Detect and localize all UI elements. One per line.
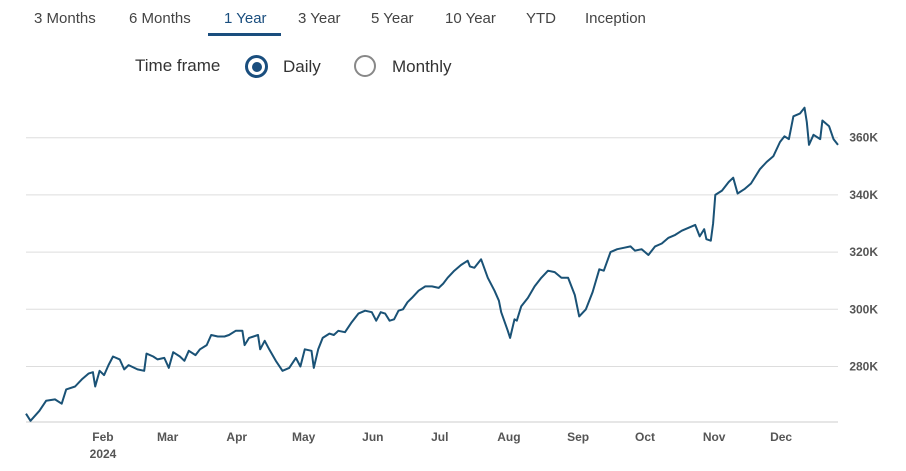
monthly-radio[interactable]: Monthly — [354, 54, 464, 78]
tab-3-year[interactable]: 3 Year — [298, 10, 341, 27]
monthly-radio-label[interactable]: Monthly — [392, 57, 452, 76]
tab-1-year[interactable]: 1 Year — [224, 10, 267, 27]
grid-lines — [26, 137, 838, 423]
tab-3-months[interactable]: 3 Months — [34, 10, 96, 27]
x-axis-year-label: 2024 — [90, 447, 117, 461]
x-axis-ticks: Feb Mar Apr May Jun Jul Aug Sep Oct Nov Dec — [92, 430, 792, 444]
x-tick-label: Dec — [770, 430, 792, 444]
y-tick-label: 300K — [849, 302, 878, 316]
x-tick-label: Sep — [567, 430, 589, 444]
timeframe-label: Time frame — [135, 56, 221, 75]
monthly-radio-circle[interactable] — [354, 55, 376, 77]
range-tabs: 3 Months 6 Months 1 Year 3 Year 5 Year 1… — [0, 0, 906, 38]
y-axis-ticks: 280K 300K 320K 340K 360K — [849, 131, 878, 374]
timeframe-selector: Time frame Daily Monthly — [0, 54, 906, 80]
line-chart: 280K 300K 320K 340K 360K Feb Mar Apr May Jun Jul A… — [25, 106, 878, 461]
daily-radio[interactable]: Daily — [245, 54, 335, 78]
y-tick-label: 340K — [849, 188, 878, 202]
daily-radio-circle[interactable] — [245, 55, 268, 78]
x-tick-label: Nov — [703, 430, 726, 444]
series-line — [25, 106, 839, 422]
x-tick-label: Apr — [226, 430, 247, 444]
x-tick-label: Mar — [157, 430, 179, 444]
y-tick-label: 320K — [849, 245, 878, 259]
active-tab-indicator — [208, 33, 281, 36]
x-tick-label: Jul — [431, 430, 448, 444]
x-tick-label: Feb — [92, 430, 113, 444]
tab-10-year[interactable]: 10 Year — [445, 10, 496, 27]
y-tick-label: 280K — [849, 360, 878, 374]
tab-ytd[interactable]: YTD — [526, 10, 556, 27]
x-tick-label: Jun — [362, 430, 383, 444]
daily-radio-label[interactable]: Daily — [283, 57, 321, 76]
x-tick-label: May — [292, 430, 316, 444]
tab-5-year[interactable]: 5 Year — [371, 10, 414, 27]
tab-6-months[interactable]: 6 Months — [129, 10, 191, 27]
y-tick-label: 360K — [849, 131, 878, 145]
x-tick-label: Oct — [635, 430, 655, 444]
tab-inception[interactable]: Inception — [585, 10, 646, 27]
x-tick-label: Aug — [497, 430, 520, 444]
